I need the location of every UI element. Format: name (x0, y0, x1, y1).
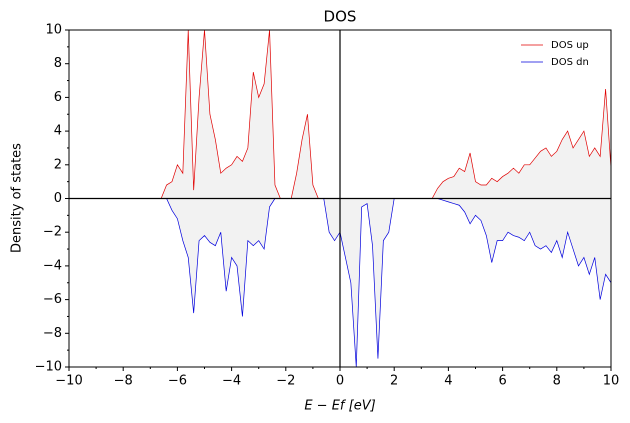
y-tick-label: −10 (35, 360, 62, 375)
x-tick-label: −4 (222, 374, 241, 389)
y-tick-label: 6 (54, 90, 62, 105)
legend-label: DOS dn (551, 57, 589, 68)
y-tick-label: 8 (54, 56, 62, 71)
area (69, 30, 611, 199)
x-tick-label: 0 (336, 374, 344, 389)
legend-label: DOS up (551, 40, 589, 51)
chart-title: DOS (324, 8, 357, 26)
y-tick-label: −6 (43, 292, 62, 307)
y-tick-label: 0 (54, 191, 62, 206)
x-tick-label: −6 (168, 374, 187, 389)
y-axis-label: Density of states (10, 143, 25, 253)
y-tick-label: 10 (45, 23, 62, 38)
x-tick-label: 6 (498, 374, 506, 389)
y-tick-label: 2 (54, 157, 62, 172)
x-tick-label: −2 (276, 374, 295, 389)
y-tick-label: −4 (43, 258, 62, 273)
y-tick-label: 4 (54, 124, 62, 139)
x-axis-label: E − Ef [eV] (304, 399, 375, 414)
x-tick-label: 10 (603, 374, 620, 389)
x-tick-label: −8 (114, 374, 133, 389)
y-tick-label: −2 (43, 225, 62, 240)
x-tick-label: 2 (390, 374, 398, 389)
x-tick-label: 4 (444, 374, 452, 389)
x-tick-label: −10 (55, 374, 82, 389)
y-tick-label: −8 (43, 326, 62, 341)
x-tick-label: 8 (553, 374, 561, 389)
